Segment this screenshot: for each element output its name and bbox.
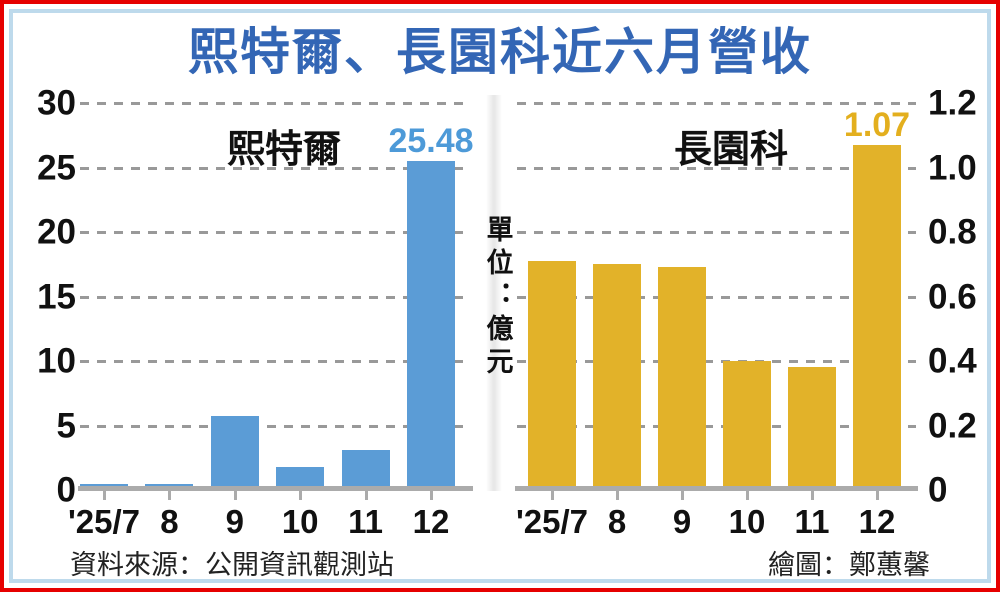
gridline bbox=[517, 166, 916, 170]
center-divider bbox=[486, 95, 502, 491]
axis-tick bbox=[168, 491, 172, 500]
axis-tick bbox=[430, 491, 433, 500]
x-axis-label: 9 bbox=[225, 503, 244, 540]
gridline bbox=[80, 231, 471, 234]
bar bbox=[407, 161, 455, 486]
gridline bbox=[80, 295, 471, 299]
axis-tick bbox=[876, 491, 879, 500]
gridline bbox=[517, 102, 916, 105]
chart-title: 長園科 bbox=[673, 129, 789, 171]
y-axis-label: 10 bbox=[37, 341, 76, 381]
axis-tick bbox=[233, 491, 237, 500]
x-axis-baseline bbox=[515, 486, 918, 491]
y-axis-label: 1.2 bbox=[928, 83, 977, 123]
axis-tick bbox=[811, 491, 814, 500]
y-axis-label: 1.0 bbox=[928, 148, 977, 187]
bar bbox=[593, 264, 641, 486]
axis-tick bbox=[364, 491, 368, 500]
y-axis-label: 20 bbox=[37, 212, 76, 252]
x-axis-label: '25/7 bbox=[515, 503, 589, 540]
bar bbox=[723, 361, 771, 486]
bar bbox=[788, 367, 836, 486]
axis-tick bbox=[103, 491, 106, 500]
source-credit: 資料來源：公開資訊觀測站 bbox=[70, 550, 394, 580]
x-axis-label: 10 bbox=[728, 503, 766, 540]
bar bbox=[528, 261, 576, 486]
y-axis-label: 25 bbox=[37, 148, 76, 187]
bar bbox=[210, 416, 259, 486]
value-label: 25.48 bbox=[388, 122, 474, 161]
axis-tick bbox=[616, 491, 619, 500]
x-axis-label: 8 bbox=[160, 503, 179, 540]
axis-tick bbox=[551, 491, 554, 500]
bar bbox=[853, 144, 901, 486]
y-axis-label: 30 bbox=[37, 83, 76, 123]
gridline bbox=[517, 424, 916, 428]
y-axis-label: 5 bbox=[56, 406, 76, 445]
x-axis-label: 8 bbox=[607, 503, 627, 540]
gridline bbox=[517, 231, 916, 234]
chart-title: 熙特爾 bbox=[226, 129, 342, 171]
y-axis-label: 0 bbox=[928, 470, 948, 510]
gridline bbox=[517, 295, 916, 299]
x-axis-label: 12 bbox=[858, 503, 896, 540]
y-axis-label: 15 bbox=[37, 277, 76, 316]
bar bbox=[658, 267, 706, 486]
bar bbox=[80, 483, 128, 486]
y-axis-label: 0.4 bbox=[928, 341, 977, 381]
bar bbox=[276, 466, 325, 486]
x-axis-label: 12 bbox=[412, 503, 450, 540]
illustrator-credit: 繪圖：鄭蕙馨 bbox=[768, 550, 930, 580]
x-axis-label: 11 bbox=[794, 503, 830, 540]
x-axis-label: '25/7 bbox=[67, 503, 141, 540]
y-axis-label: 0.8 bbox=[928, 212, 977, 252]
y-axis-label: 0 bbox=[56, 470, 76, 510]
gridline bbox=[80, 166, 471, 170]
x-axis-label: 11 bbox=[348, 503, 384, 540]
page-title: 熙特爾、長園科近六月營收 bbox=[188, 24, 812, 80]
x-axis-label: 9 bbox=[672, 503, 692, 540]
axis-tick bbox=[681, 491, 684, 500]
y-axis-label: 0.6 bbox=[928, 277, 977, 316]
x-axis-label: 10 bbox=[281, 503, 319, 540]
y-axis-label: 0.2 bbox=[928, 406, 977, 445]
gridline bbox=[80, 102, 471, 105]
axis-tick bbox=[746, 491, 749, 500]
gridline bbox=[517, 360, 916, 363]
bar bbox=[145, 483, 194, 486]
x-axis-baseline bbox=[78, 486, 473, 491]
bar bbox=[341, 450, 390, 486]
gridline bbox=[80, 424, 471, 428]
axis-tick bbox=[299, 491, 303, 500]
unit-label: 單位：億元 bbox=[482, 215, 513, 380]
gridline bbox=[80, 360, 471, 363]
value-label: 1.07 bbox=[843, 105, 911, 144]
